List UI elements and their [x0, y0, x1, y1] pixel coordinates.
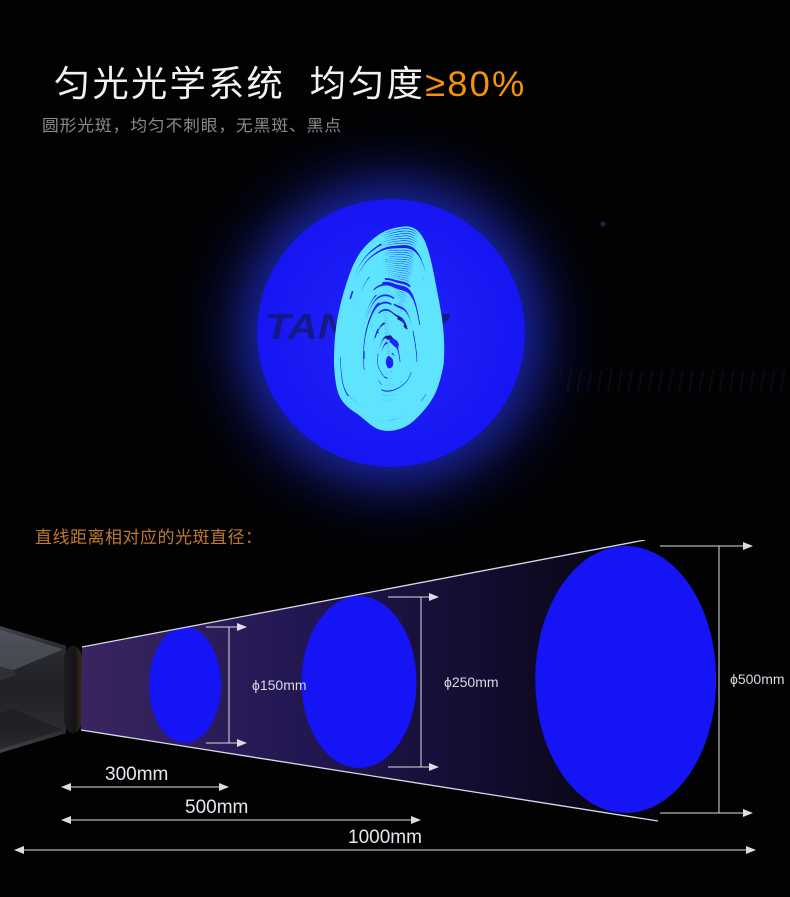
svg-text:ϕ250mm: ϕ250mm [444, 674, 499, 690]
svg-text:500mm: 500mm [185, 797, 248, 818]
svg-text:ϕ500mm: ϕ500mm [730, 671, 785, 687]
svg-text:300mm: 300mm [105, 764, 168, 785]
svg-text:1000mm: 1000mm [348, 827, 422, 848]
svg-text:ϕ150mm: ϕ150mm [252, 677, 307, 693]
